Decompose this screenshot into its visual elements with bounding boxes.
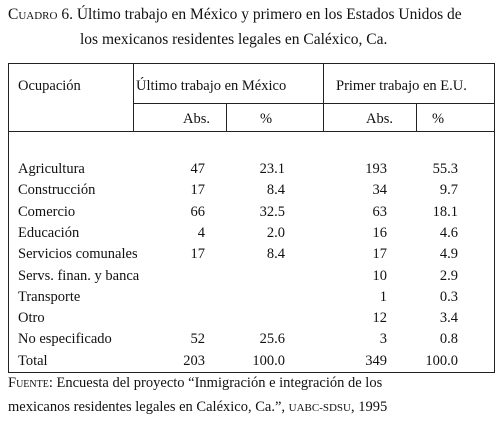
occupation-cell: No especificado [18, 331, 112, 348]
header-occupation: Ocupación [18, 78, 81, 94]
pct-cell: 32.5 [259, 203, 285, 220]
abs-cell: 17 [190, 182, 206, 199]
abs-cell: 34 [372, 182, 388, 199]
pct-cell: 9.7 [439, 182, 458, 199]
abs-cell: 1 [379, 288, 387, 305]
title-line2: los mexicanos residentes legales en Calé… [80, 31, 388, 48]
header-pct: % [432, 111, 445, 127]
abs-cell: 16 [372, 224, 388, 241]
pct-cell: 4.6 [439, 224, 458, 241]
abs-cell: 63 [372, 203, 388, 220]
pct-cell: 3.4 [439, 310, 458, 327]
header-us: Primer trabajo en E.U. [336, 78, 467, 94]
pct-cell: 0.8 [439, 331, 458, 348]
column-divider [416, 103, 417, 131]
pct-cell: 100.0 [425, 352, 458, 369]
occupation-cell: Agricultura [18, 161, 85, 177]
abs-cell: 10 [372, 267, 388, 284]
column-divider [323, 63, 324, 131]
title-text: Último trabajo en México y primero en lo… [76, 6, 462, 23]
occupation-cell: Comercio [18, 203, 76, 220]
pct-cell: 2.0 [266, 224, 285, 241]
abs-cell: 4 [197, 224, 205, 241]
abs-cell: 66 [190, 203, 206, 220]
source-label: Fuente: [8, 375, 53, 391]
header-bottom [8, 131, 495, 132]
pct-cell: 18.1 [432, 203, 458, 220]
abs-cell: 52 [190, 331, 206, 348]
pct-cell: 0.3 [439, 288, 458, 305]
occupation-cell: Servicios comunales [18, 246, 138, 263]
pct-cell: 100.0 [252, 352, 285, 369]
occupation-cell: Construcción [18, 182, 96, 199]
occupation-cell: Otro [18, 310, 45, 327]
title-line1: Cuadro 6. Último trabajo en México y pri… [8, 6, 462, 24]
header-divider [133, 103, 495, 104]
header-abs: Abs. [366, 111, 393, 127]
table-border-left [8, 63, 9, 373]
abs-cell: 17 [190, 246, 206, 263]
abs-cell: 47 [190, 161, 206, 177]
table-border-top [8, 63, 495, 64]
pct-cell: 25.6 [259, 331, 285, 348]
occupation-cell: Educación [18, 224, 80, 241]
source-org: UABC-SDSU [288, 402, 351, 414]
source-year: , 1995 [351, 399, 388, 415]
pct-cell: 23.1 [259, 161, 285, 177]
occupation-cell: Servs. finan. y banca [18, 267, 140, 284]
source-line2: mexicanos residentes legales en Caléxico… [8, 398, 387, 417]
abs-cell: 203 [183, 352, 205, 369]
occupation-cell: Total [18, 352, 48, 369]
header-pct: % [260, 111, 273, 127]
table-border-right [494, 63, 495, 373]
abs-cell: 12 [372, 310, 388, 327]
abs-cell: 3 [379, 331, 387, 348]
source-line1: Fuente: Encuesta del proyecto “Inmigraci… [8, 374, 382, 392]
pct-cell: 2.9 [439, 267, 458, 284]
title-label: Cuadro 6. [8, 6, 73, 23]
occupation-cell: Transporte [18, 288, 81, 305]
pct-cell: 55.3 [432, 161, 458, 177]
table-border-bottom [8, 372, 495, 373]
source-text: Encuesta del proyecto “Inmigración e int… [56, 375, 383, 391]
header-mexico: Último trabajo en México [136, 78, 287, 94]
header-abs: Abs. [183, 111, 210, 127]
column-divider [226, 103, 227, 131]
pct-cell: 4.9 [439, 246, 458, 263]
source-text: mexicanos residentes legales en Caléxico… [8, 399, 286, 415]
abs-cell: 349 [365, 352, 387, 369]
pct-cell: 8.4 [266, 182, 285, 199]
abs-cell: 193 [365, 161, 387, 177]
column-divider [133, 63, 134, 131]
pct-cell: 8.4 [266, 246, 285, 263]
abs-cell: 17 [372, 246, 388, 263]
